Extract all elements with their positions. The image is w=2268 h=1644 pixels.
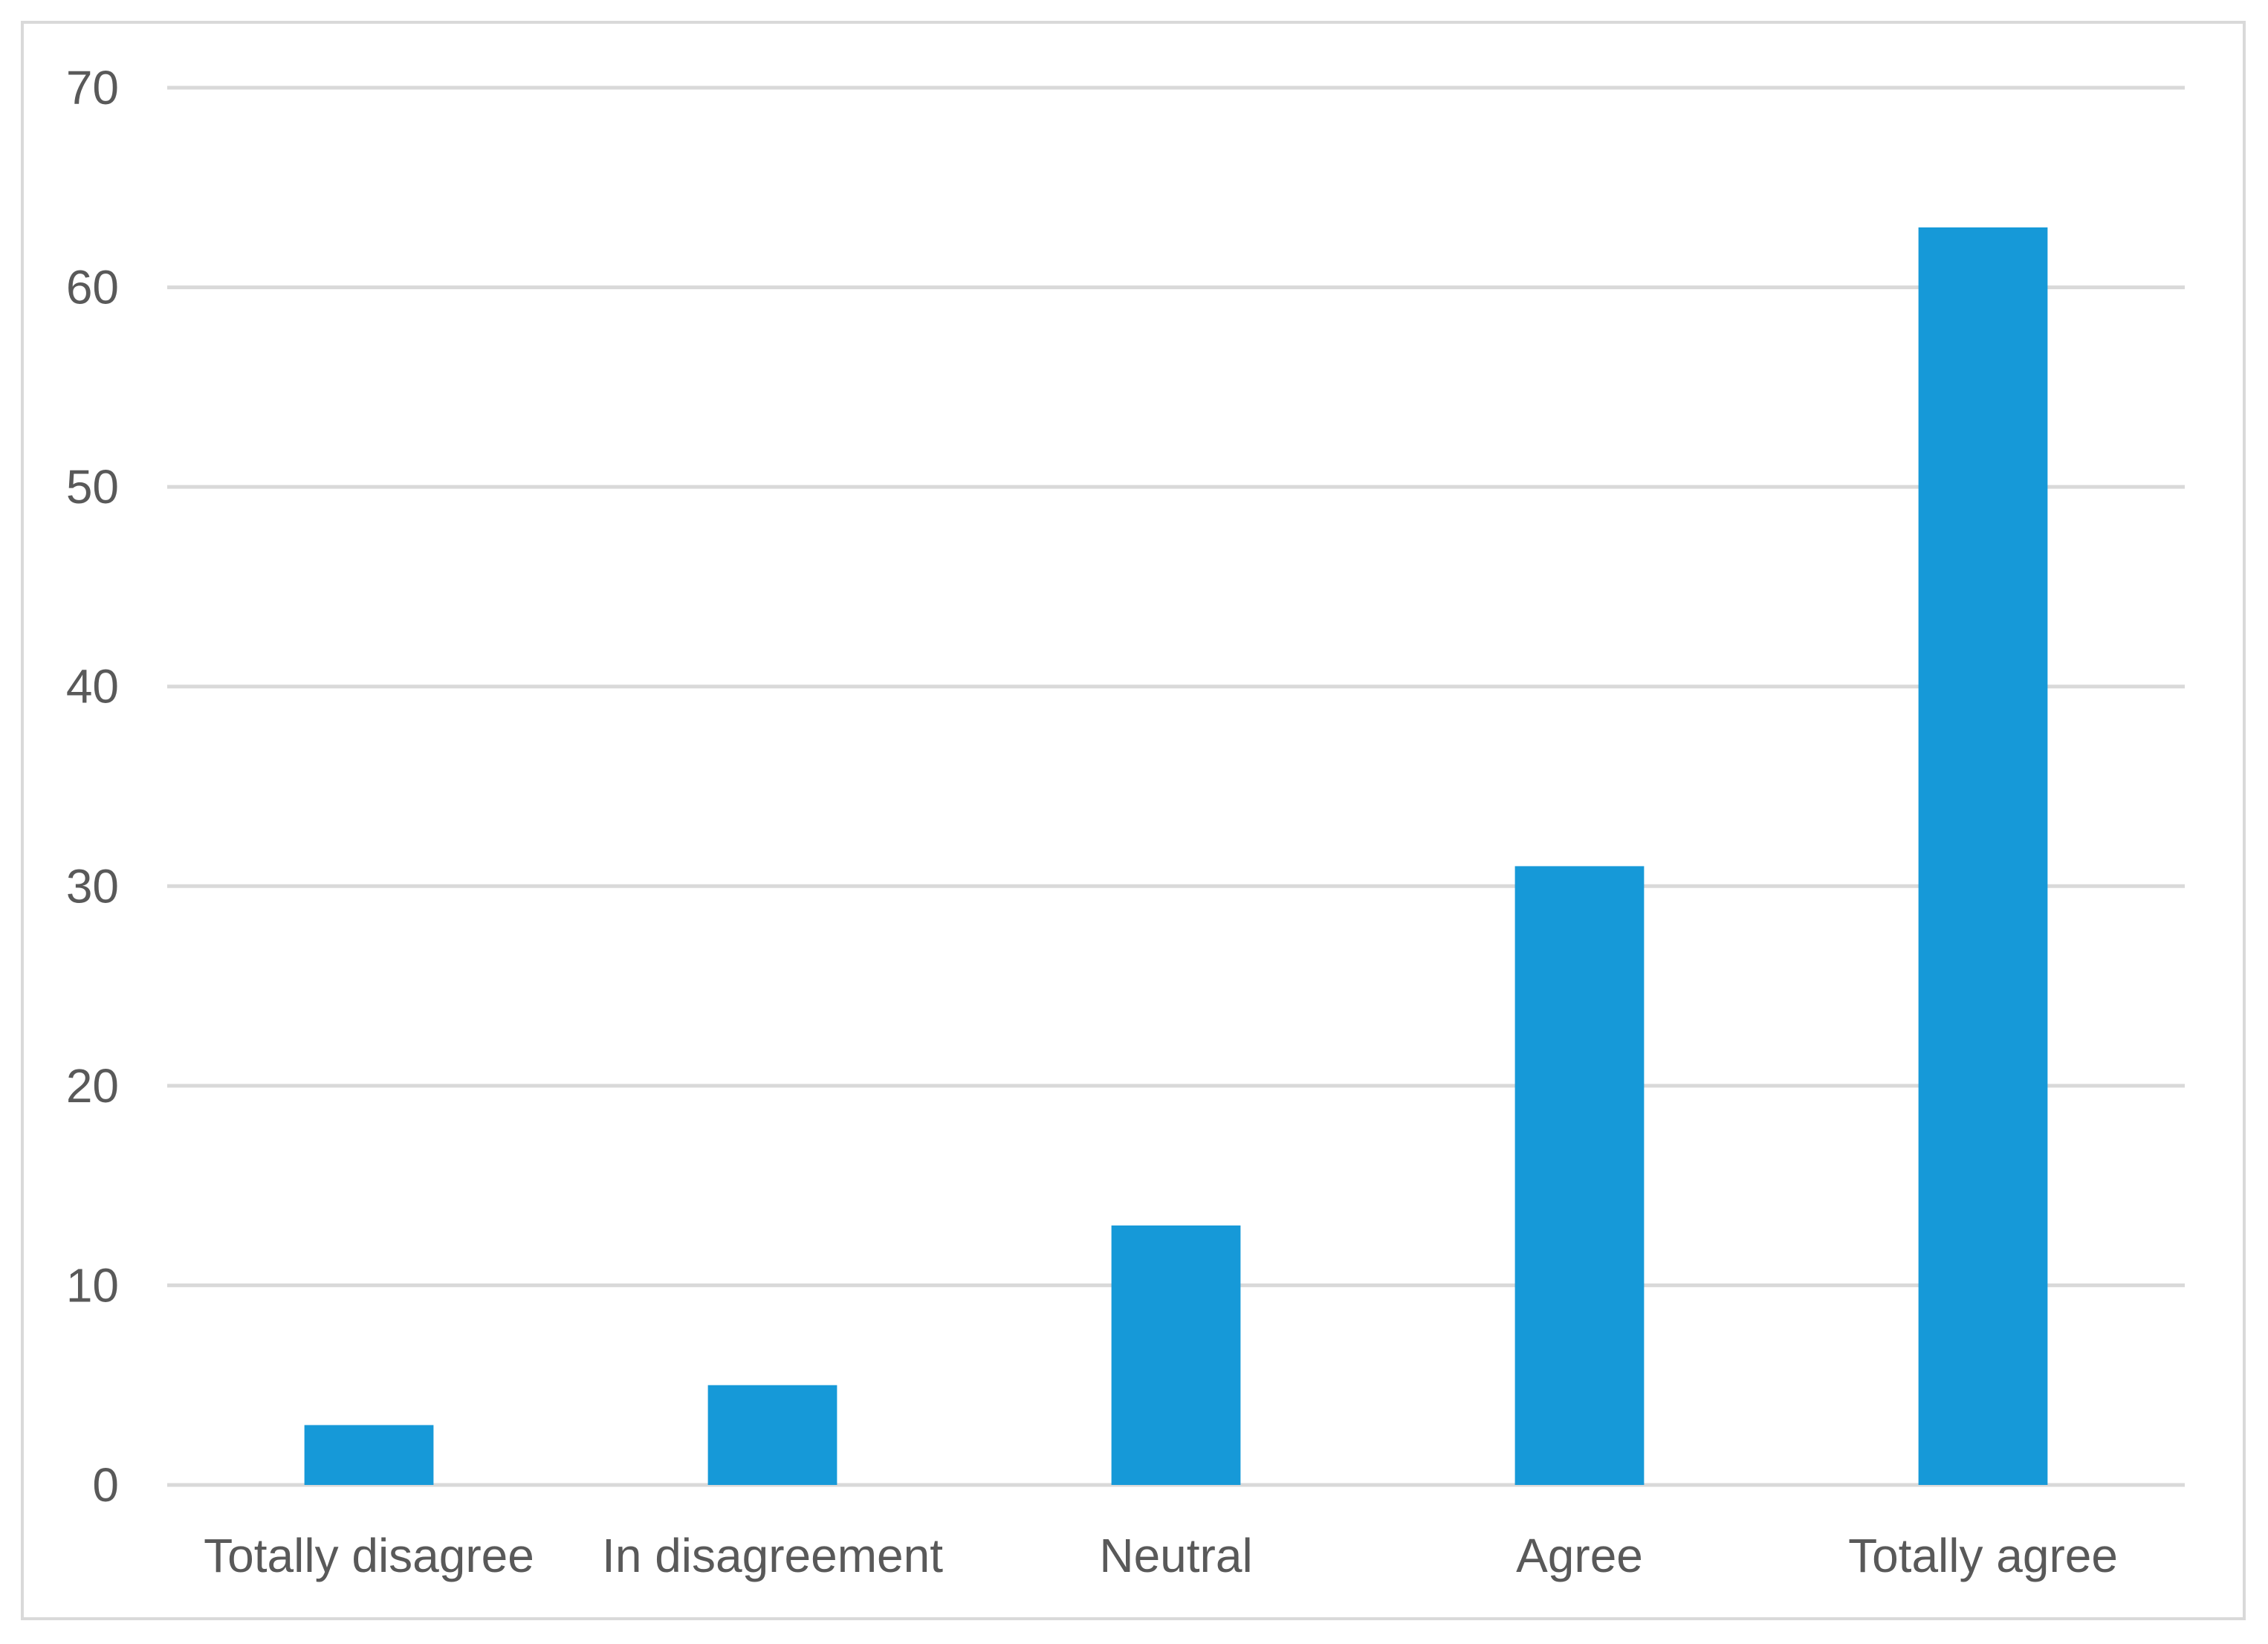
y-tick-label: 40 <box>66 660 119 713</box>
bar-totally-disagree <box>304 1425 434 1485</box>
y-tick-label: 60 <box>66 261 119 314</box>
y-tick-label: 50 <box>66 460 119 514</box>
x-tick-label: Agree <box>1516 1529 1643 1582</box>
x-axis-tick-labels: Totally disagree In disagreement Neutral Ag… <box>204 1529 2118 1582</box>
y-tick-label: 10 <box>66 1258 119 1312</box>
y-tick-label: 30 <box>66 859 119 913</box>
y-tick-label: 70 <box>66 61 119 114</box>
bars <box>304 227 2048 1485</box>
bar-in-disagreement <box>707 1385 837 1485</box>
y-axis-tick-labels: 0 10 20 30 40 50 60 70 <box>66 61 119 1512</box>
y-tick-label: 20 <box>66 1059 119 1113</box>
x-tick-label: Totally agree <box>1848 1529 2118 1582</box>
gridlines <box>167 85 2185 1487</box>
bar-totally-agree <box>1918 227 2048 1485</box>
x-tick-label: Totally disagree <box>204 1529 534 1582</box>
x-tick-label: In disagreement <box>602 1529 943 1582</box>
bar-agree <box>1514 866 1645 1485</box>
bar-neutral <box>1111 1225 1241 1485</box>
y-tick-label: 0 <box>92 1458 119 1512</box>
x-tick-label: Neutral <box>1099 1529 1252 1582</box>
